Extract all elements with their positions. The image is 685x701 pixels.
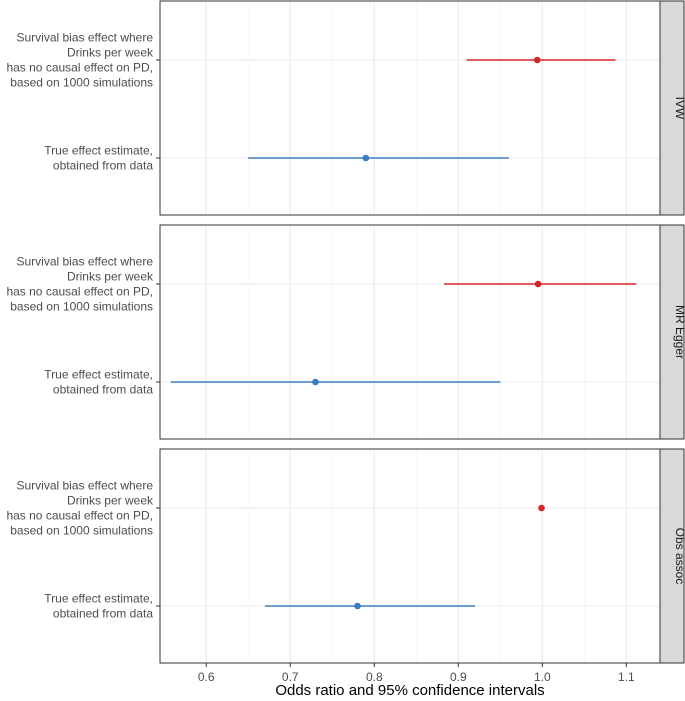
panel-ivw: Survival bias effect where Drinks per wee… xyxy=(6,0,685,216)
panel-obs-assoc: Survival bias effect where Drinks per wee… xyxy=(6,448,685,664)
x-tick-label: 1.0 xyxy=(534,670,551,684)
x-tick-label: 0.8 xyxy=(366,670,383,684)
facet-strip-label: IVW xyxy=(673,97,685,120)
x-tick-label: 0.9 xyxy=(450,670,467,684)
estimate-point-true xyxy=(354,602,361,610)
facet-strip-label: MR Egger xyxy=(673,305,685,359)
x-axis-title: Odds ratio and 95% confidence intervals xyxy=(275,682,544,699)
estimate-point-true xyxy=(362,154,370,162)
y-tick-label-true: True effect estimate, obtained from data xyxy=(44,144,153,173)
facet-strip-label: Obs assoc xyxy=(673,528,685,585)
facet-strip xyxy=(659,0,685,216)
panel-mr-egger: Survival bias effect where Drinks per wee… xyxy=(6,224,685,440)
estimate-point-survival xyxy=(538,504,545,512)
x-tick-label: 0.6 xyxy=(198,670,215,684)
estimate-point-survival xyxy=(534,56,541,64)
y-tick-label-true: True effect estimate, obtained from data xyxy=(44,368,153,397)
panel-background xyxy=(159,0,661,216)
y-tick-label-true: True effect estimate, obtained from data xyxy=(44,592,153,621)
x-tick-label: 1.1 xyxy=(618,670,635,684)
y-tick-label-survival: Survival bias effect where Drinks per wee… xyxy=(6,479,154,538)
estimate-point-true xyxy=(312,378,319,386)
facet-strip xyxy=(659,224,685,440)
estimate-point-survival xyxy=(534,280,542,288)
facet-strip xyxy=(659,448,685,664)
y-tick-label-survival: Survival bias effect where Drinks per wee… xyxy=(6,255,154,314)
y-tick-label-survival: Survival bias effect where Drinks per wee… xyxy=(6,31,154,90)
x-tick-label: 0.7 xyxy=(282,670,299,684)
panel-background xyxy=(159,224,661,440)
panels-layer: Survival bias effect where Drinks per wee… xyxy=(6,0,685,664)
x-axis: 0.6 0.7 0.8 0.9 1.0 1.1 xyxy=(198,663,635,684)
panel-background xyxy=(159,448,661,664)
